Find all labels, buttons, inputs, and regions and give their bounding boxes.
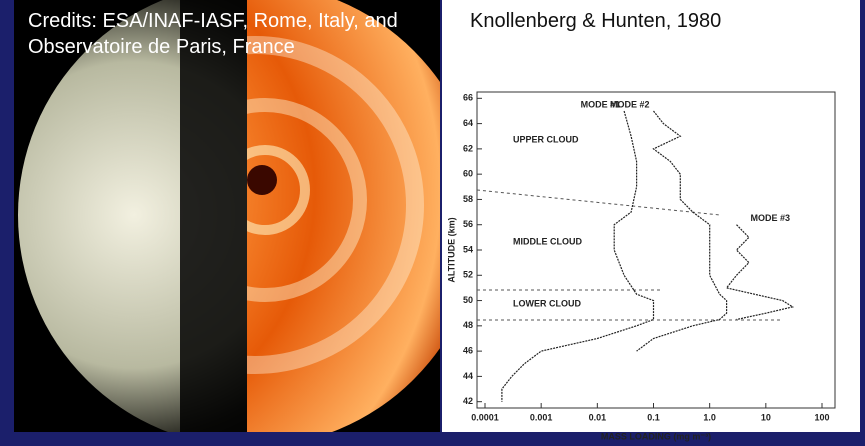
x-tick-label: 0.001 — [530, 412, 553, 422]
figure-panel — [442, 0, 860, 432]
y-tick-label: 48 — [463, 320, 473, 330]
x-tick-label: 0.01 — [589, 412, 607, 422]
y-tick-label: 42 — [463, 396, 473, 406]
y-tick-label: 62 — [463, 143, 473, 153]
y-tick-label: 44 — [463, 371, 473, 381]
x-tick-label: 0.0001 — [471, 412, 499, 422]
series-label: MODE #2 — [610, 99, 650, 109]
region-label: MIDDLE CLOUD — [513, 236, 582, 246]
x-tick-label: 10 — [761, 412, 771, 422]
region-label: UPPER CLOUD — [513, 134, 579, 144]
venus-infrared — [247, 0, 440, 432]
y-tick-label: 56 — [463, 219, 473, 229]
y-tick-label: 64 — [463, 118, 473, 128]
y-axis-label: ALTITUDE (km) — [446, 217, 456, 282]
x-tick-label: 100 — [814, 412, 829, 422]
y-tick-label: 60 — [463, 169, 473, 179]
x-tick-label: 0.1 — [647, 412, 660, 422]
profile-line — [501, 110, 655, 402]
x-tick-label: 1.0 — [703, 412, 716, 422]
y-tick-label: 52 — [463, 270, 473, 280]
region-label: LOWER CLOUD — [513, 298, 581, 308]
series-label: MODE #1 — [581, 99, 621, 109]
y-tick-label: 46 — [463, 345, 473, 355]
x-axis-label: MASS LOADING (mg m⁻³) — [601, 431, 711, 441]
y-tick-label: 50 — [463, 295, 473, 305]
credits: Credits: ESA/INAF-IASF, Rome, Italy, and… — [28, 10, 398, 58]
y-tick-label: 54 — [463, 244, 473, 254]
y-tick-label: 66 — [463, 93, 473, 103]
terminator — [180, 0, 247, 432]
citation: Knollenberg & Hunten, 1980 — [470, 10, 722, 32]
boundary — [476, 189, 721, 216]
profile-line — [725, 224, 795, 321]
profile-line — [636, 110, 728, 352]
series-label: MODE #3 — [750, 213, 790, 223]
y-tick-label: 58 — [463, 194, 473, 204]
